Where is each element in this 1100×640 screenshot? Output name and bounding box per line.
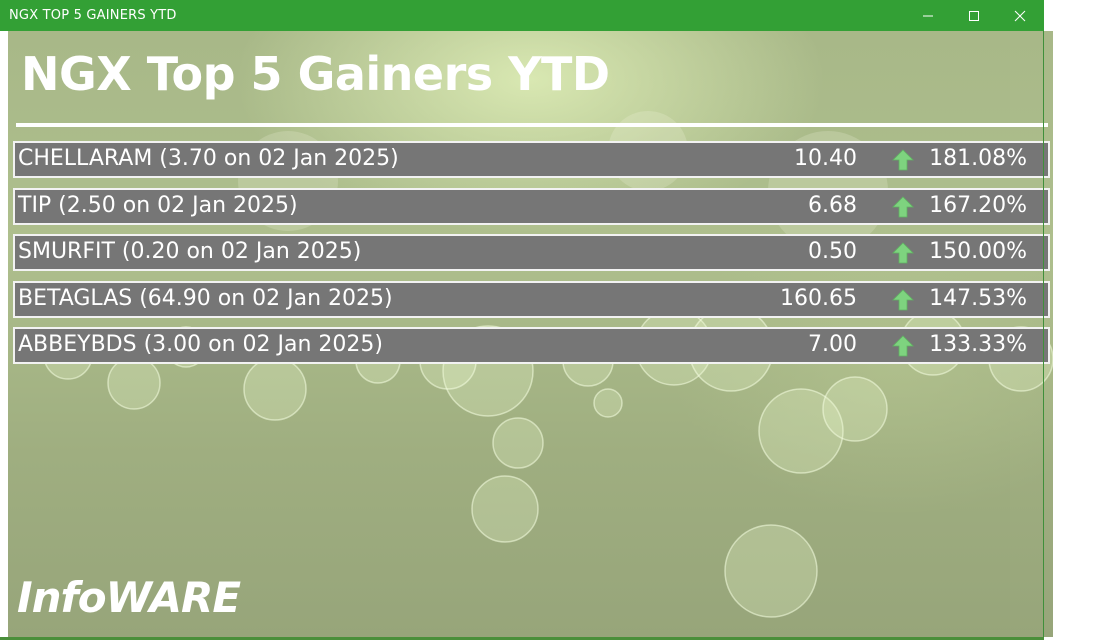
up-arrow-icon xyxy=(892,288,914,310)
percent-change: 133.33% xyxy=(929,332,1027,357)
minimize-icon xyxy=(923,15,933,16)
percent-change: 167.20% xyxy=(929,192,1027,218)
stock-label: TIP (2.50 on 02 Jan 2025) xyxy=(18,192,298,218)
close-icon xyxy=(1014,10,1026,21)
window-frame-left xyxy=(0,31,8,640)
dashboard-panel: NGX Top 5 Gainers YTD CHELLARAM (3.70 on… xyxy=(8,31,1053,637)
stock-price: 0.50 xyxy=(808,239,857,264)
title-divider xyxy=(16,123,1048,127)
table-row: TIP (2.50 on 02 Jan 2025) 6.68 167.20% xyxy=(13,187,1050,225)
maximize-icon xyxy=(969,10,979,21)
percent-change: 181.08% xyxy=(929,146,1027,171)
window-frame-right xyxy=(1043,31,1044,640)
gainers-list: CHELLARAM (3.70 on 02 Jan 2025) 10.40 18… xyxy=(13,141,1050,374)
page-title: NGX Top 5 Gainers YTD xyxy=(21,47,610,101)
stock-label: CHELLARAM (3.70 on 02 Jan 2025) xyxy=(18,146,399,171)
window-frame-bottom xyxy=(0,637,1044,640)
up-arrow-icon xyxy=(892,149,914,171)
stock-label: ABBEYBDS (3.00 on 02 Jan 2025) xyxy=(18,332,383,357)
minimize-button[interactable] xyxy=(905,0,951,31)
percent-change: 150.00% xyxy=(929,239,1027,264)
table-row: BETAGLAS (64.90 on 02 Jan 2025) 160.65 1… xyxy=(13,280,1050,318)
stock-price: 160.65 xyxy=(780,285,857,311)
stock-price: 6.68 xyxy=(808,192,857,218)
stock-label: SMURFIT (0.20 on 02 Jan 2025) xyxy=(18,239,362,264)
up-arrow-icon xyxy=(892,335,914,357)
window-title: NGX TOP 5 GAINERS YTD xyxy=(9,8,177,23)
maximize-button[interactable] xyxy=(951,0,997,31)
up-arrow-icon xyxy=(892,242,914,264)
infoware-logo: InfoWARE xyxy=(17,573,241,622)
app-window: NGX TOP 5 GAINERS YTD xyxy=(0,0,1053,640)
percent-change: 147.53% xyxy=(929,285,1027,311)
stock-label: BETAGLAS (64.90 on 02 Jan 2025) xyxy=(18,285,393,311)
title-bar[interactable]: NGX TOP 5 GAINERS YTD xyxy=(0,0,1044,31)
stock-price: 7.00 xyxy=(808,332,857,357)
stock-price: 10.40 xyxy=(794,146,857,171)
up-arrow-icon xyxy=(892,195,914,217)
table-row: SMURFIT (0.20 on 02 Jan 2025) 0.50 150.0… xyxy=(13,234,1050,271)
table-row: ABBEYBDS (3.00 on 02 Jan 2025) 7.00 133.… xyxy=(13,327,1050,364)
table-row: CHELLARAM (3.70 on 02 Jan 2025) 10.40 18… xyxy=(13,141,1050,178)
close-button[interactable] xyxy=(997,0,1043,31)
